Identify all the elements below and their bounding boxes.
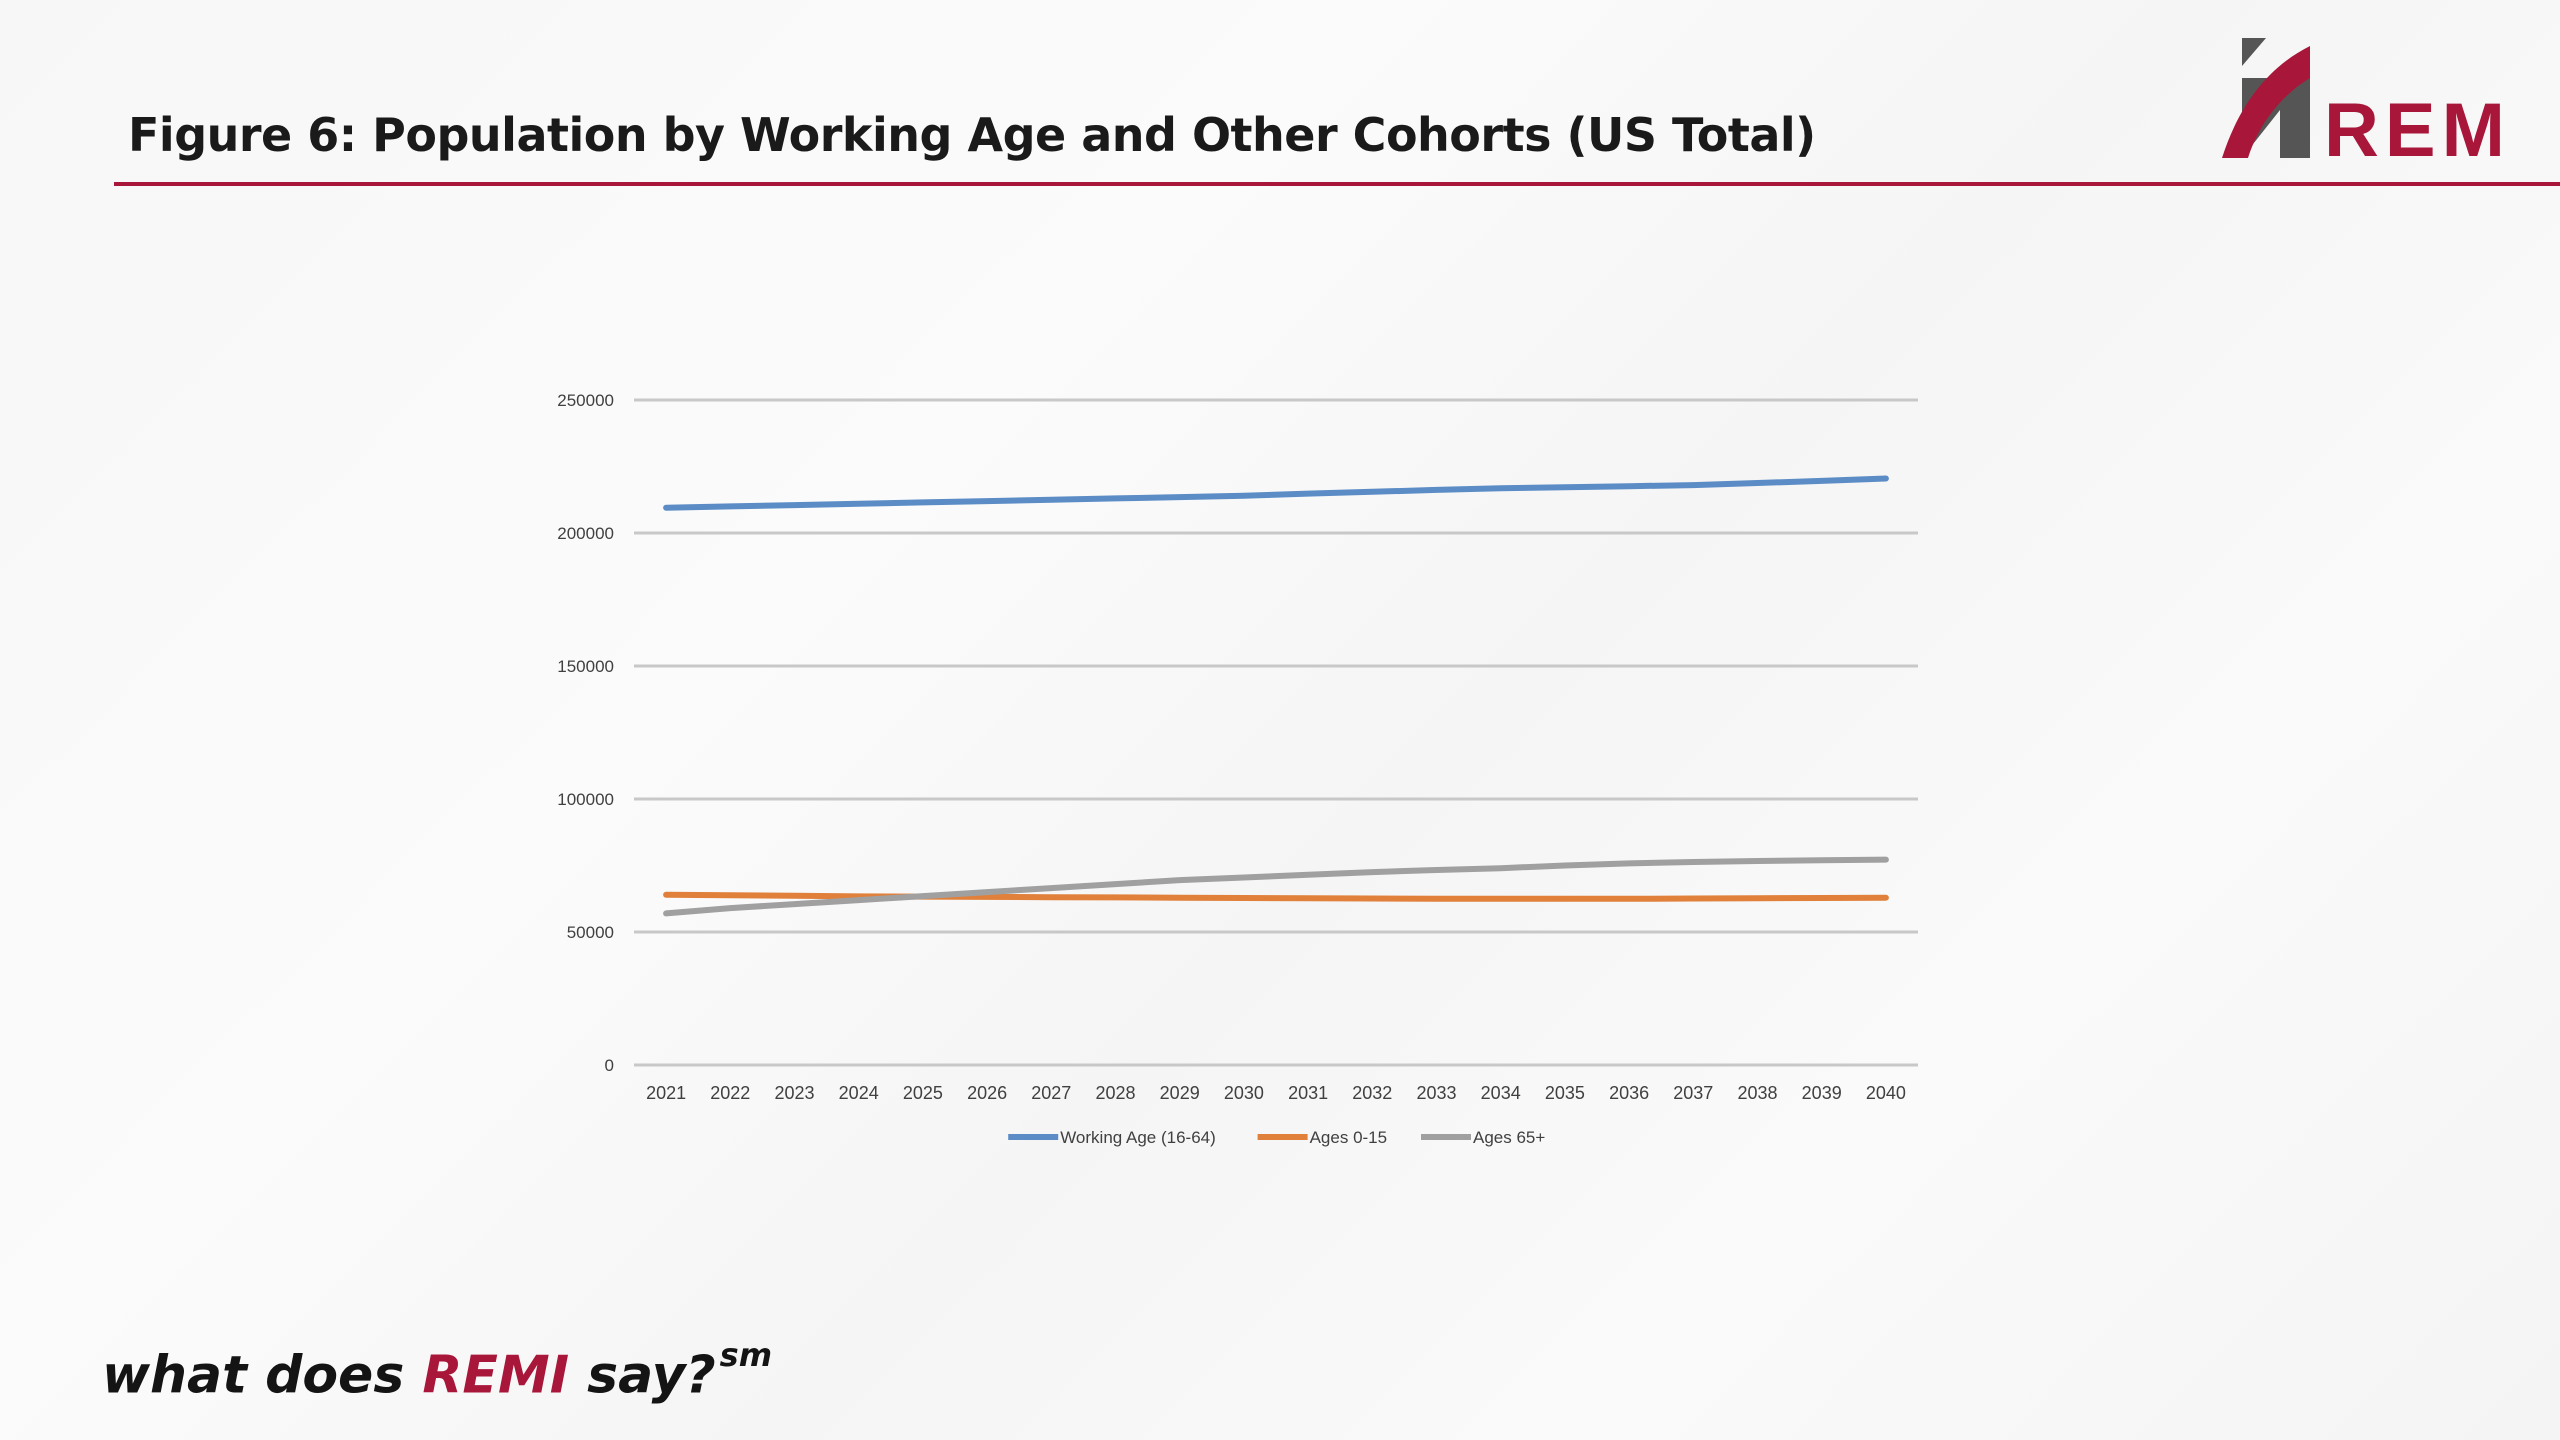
series-lines <box>663 475 1889 917</box>
series-line-working-age-16-64 <box>663 475 1889 511</box>
x-tick-label: 2028 <box>1095 1083 1135 1103</box>
logo-wordmark: REMI <box>2324 88 2508 164</box>
x-tick-label: 2038 <box>1737 1083 1777 1103</box>
tagline: what does REMI say? sm <box>102 1336 772 1406</box>
tagline-brand: REMI <box>422 1345 570 1406</box>
series-line-ages-65 <box>663 856 1889 917</box>
remi-logo: REMI <box>2222 38 2508 164</box>
slide-title: Figure 6: Population by Working Age and … <box>128 108 1816 162</box>
title-divider <box>114 182 2560 186</box>
y-tick-label: 250000 <box>557 391 614 410</box>
tagline-suffix: say? <box>569 1345 716 1406</box>
legend-label: Ages 0-15 <box>1310 1128 1388 1147</box>
legend-item: Ages 65+ <box>1421 1128 1545 1147</box>
x-tick-label: 2024 <box>839 1083 879 1103</box>
x-tick-label: 2030 <box>1224 1083 1264 1103</box>
x-tick-label: 2034 <box>1481 1083 1521 1103</box>
x-tick-label: 2027 <box>1031 1083 1071 1103</box>
legend-label: Ages 65+ <box>1473 1128 1545 1147</box>
x-tick-label: 2037 <box>1673 1083 1713 1103</box>
y-tick-label: 100000 <box>557 790 614 809</box>
x-tick-label: 2039 <box>1802 1083 1842 1103</box>
tagline-prefix: what does <box>102 1345 423 1406</box>
y-tick-label: 200000 <box>557 524 614 543</box>
x-tick-label: 2036 <box>1609 1083 1649 1103</box>
y-tick-label: 150000 <box>557 657 614 676</box>
tagline-service-mark: sm <box>719 1336 773 1374</box>
x-tick-label: 2026 <box>967 1083 1007 1103</box>
x-tick-label: 2021 <box>646 1083 686 1103</box>
x-tick-label: 2031 <box>1288 1083 1328 1103</box>
x-axis-tick-labels: 2021 2022 2023 2024 2025 2026 2027 2028 2029 2030… <box>646 1083 1906 1103</box>
chart-legend: Working Age (16-64) Ages 0-15 Ages 65+ <box>1008 1128 1545 1147</box>
x-tick-label: 2040 <box>1866 1083 1906 1103</box>
x-tick-label: 2032 <box>1352 1083 1392 1103</box>
x-tick-label: 2025 <box>903 1083 943 1103</box>
x-tick-label: 2022 <box>710 1083 750 1103</box>
logo-gray-triangle <box>2242 38 2266 66</box>
y-tick-label: 0 <box>605 1056 614 1075</box>
legend-label: Working Age (16-64) <box>1060 1128 1216 1147</box>
legend-item: Ages 0-15 <box>1257 1128 1388 1147</box>
y-axis-tick-labels: 0 50000 100000 150000 200000 250000 <box>557 391 614 1075</box>
x-tick-label: 2035 <box>1545 1083 1585 1103</box>
y-tick-label: 50000 <box>567 923 614 942</box>
x-tick-label: 2029 <box>1160 1083 1200 1103</box>
logo-red-swoosh <box>2222 46 2310 158</box>
gridlines <box>634 398 1918 1067</box>
legend-item: Working Age (16-64) <box>1008 1128 1216 1147</box>
x-tick-label: 2023 <box>774 1083 814 1103</box>
x-tick-label: 2033 <box>1416 1083 1456 1103</box>
